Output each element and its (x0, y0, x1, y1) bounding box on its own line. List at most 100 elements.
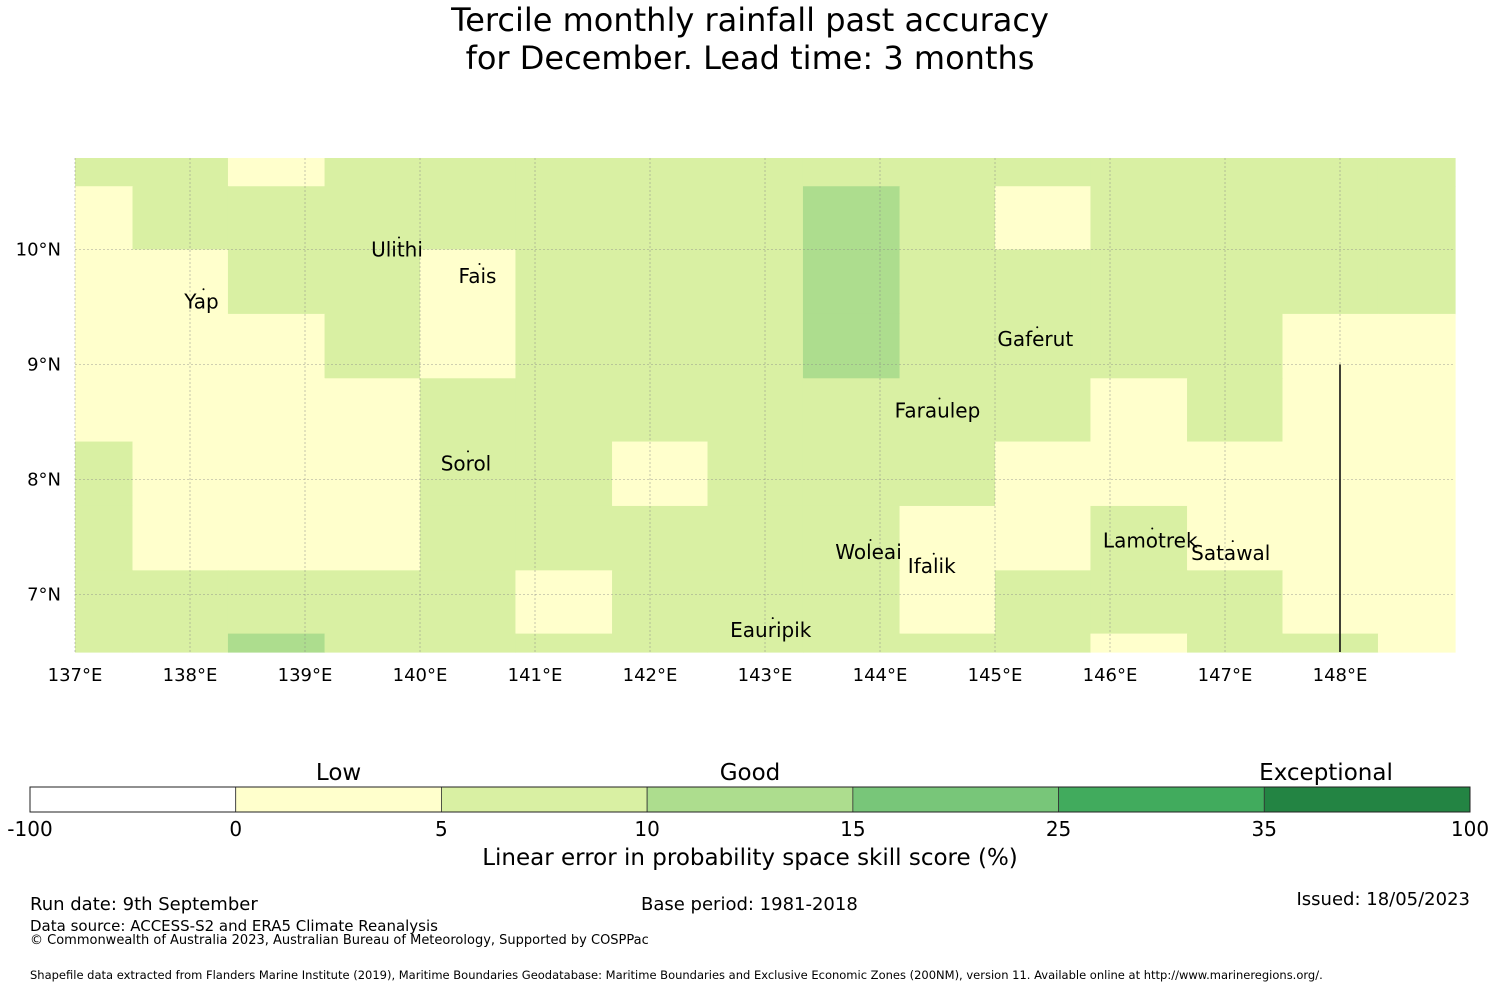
grid-cell (1282, 505, 1379, 571)
colorbar-segment (1263, 786, 1471, 813)
longitude-tick-label: 148°E (1313, 665, 1368, 686)
grid-cell (1187, 633, 1284, 653)
grid-cell (802, 249, 901, 315)
grid-cell (227, 505, 326, 571)
colorbar-tick: 10 (634, 817, 660, 841)
colorbar-segment (646, 786, 854, 813)
colorbar-tick: 100 (1450, 817, 1490, 841)
grid-cell (995, 313, 1092, 379)
base-period: Base period: 1981-2018 (641, 894, 858, 915)
grid-cell (515, 249, 613, 315)
grid-cell (324, 313, 421, 379)
grid-cell (1282, 186, 1379, 251)
colorbar-tick: 0 (229, 817, 243, 841)
grid-cell (707, 505, 804, 571)
grid-cell (420, 570, 517, 635)
colorbar (29, 786, 1471, 813)
place-label: Eauripik (730, 618, 812, 642)
grid-cell (515, 570, 613, 635)
longitude-tick-label: 144°E (853, 665, 908, 686)
place-label: Ulithi (371, 238, 423, 262)
grid-cell (612, 249, 709, 315)
grid-cell (227, 158, 326, 187)
grid-cell (1282, 570, 1379, 635)
grid-cell (899, 313, 996, 379)
grid-cell (227, 570, 326, 635)
island-marker (771, 617, 774, 620)
grid-cell (75, 313, 134, 379)
grid-cell (707, 570, 804, 635)
grid-cell (324, 505, 421, 571)
grid-cell (1090, 570, 1188, 635)
longitude-tick-label: 138°E (163, 665, 218, 686)
colorbar-tick: 5 (435, 817, 448, 841)
grid-cell (227, 249, 326, 315)
grid-cell (75, 441, 134, 507)
grid-cell (612, 570, 709, 635)
grid-cell (899, 441, 996, 507)
grid-cell (420, 186, 517, 251)
grid-cell (132, 633, 229, 653)
grid-cell (1187, 505, 1284, 571)
latitude-tick-label: 7°N (27, 585, 61, 606)
grid-cell (1377, 505, 1456, 571)
grid-cell (1377, 570, 1456, 635)
grid-cell (1090, 158, 1188, 187)
grid-cell (324, 441, 421, 507)
grid-cell (132, 378, 229, 443)
grid-cell (707, 313, 804, 379)
grid-cell (995, 570, 1092, 635)
place-label: Sorol (441, 451, 492, 475)
grid-cell (75, 570, 134, 635)
grid-cell (420, 378, 517, 443)
grid-cell (899, 186, 996, 251)
grid-cell (1377, 633, 1456, 653)
grid-cell (899, 158, 996, 187)
grid-cell (995, 158, 1092, 187)
island-marker (467, 450, 469, 453)
grid-cell (132, 249, 229, 315)
island-marker (478, 262, 481, 265)
grid-cell (1187, 158, 1284, 187)
island-marker (869, 538, 872, 541)
grid-cell (707, 186, 804, 251)
grid-cell (227, 633, 326, 653)
colorbar-segment (235, 786, 442, 813)
place-labels: Ulithi Fais Yap Gaferut Faraulep Sorol WoleaiI… (183, 236, 1270, 642)
colorbar-tick: 25 (1045, 817, 1072, 841)
grid-cell (420, 158, 517, 187)
grid-cell (1187, 249, 1284, 315)
chart-title: Tercile monthly rainfall past accuracy f… (0, 1, 1500, 77)
grid-cell (1090, 313, 1188, 379)
grid-cell (324, 378, 421, 443)
grid-cell (612, 313, 709, 379)
place-label: Fais (459, 264, 497, 288)
grid-cell (227, 186, 326, 251)
grid-cell (1282, 249, 1379, 315)
island-marker (398, 236, 400, 239)
grid-cell (75, 633, 134, 653)
grid-cell (802, 633, 901, 653)
colorbar-category-label: Exceptional (1259, 760, 1393, 786)
grid-cell (75, 249, 134, 315)
latitude-tick-label: 9°N (27, 355, 61, 376)
grid-cell (1187, 378, 1284, 443)
longitude-tick-label: 143°E (738, 665, 793, 686)
grid-cell (515, 378, 613, 443)
longitude-tick-label: 145°E (968, 665, 1023, 686)
longitude-tick-label: 147°E (1198, 665, 1253, 686)
colorbar-category-label: Good (719, 760, 781, 786)
graticule (74, 158, 1455, 653)
grid-cell (324, 158, 421, 187)
longitude-tick-label: 141°E (508, 665, 563, 686)
colorbar-tick: -100 (7, 817, 53, 841)
colorbar-segment (1058, 786, 1265, 813)
grid-cell (1090, 249, 1188, 315)
longitude-tick-label: 140°E (393, 665, 448, 686)
latitude-tick-label: 10°N (16, 240, 61, 261)
place-label: Woleai (835, 540, 902, 564)
grid-cell (612, 186, 709, 251)
title-line-1: Tercile monthly rainfall past accuracy (451, 1, 1049, 39)
grid-cell (1377, 249, 1456, 315)
grid-cell (75, 378, 134, 443)
